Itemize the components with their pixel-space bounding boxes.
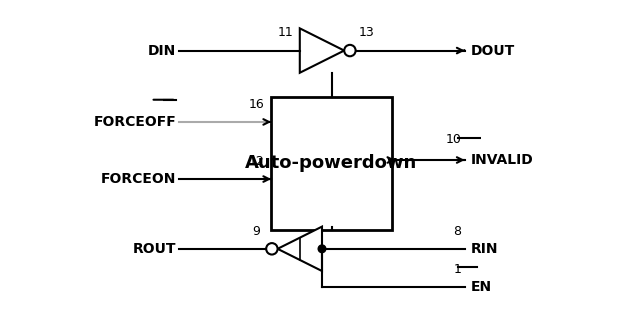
Text: Auto-powerdown: Auto-powerdown — [245, 154, 418, 172]
Text: FORCEON: FORCEON — [100, 172, 176, 186]
Polygon shape — [278, 227, 322, 271]
Text: ROUT: ROUT — [133, 242, 176, 256]
Text: 8: 8 — [453, 225, 462, 238]
Text: 11: 11 — [278, 27, 294, 39]
Text: 1: 1 — [454, 263, 462, 276]
Bar — [271, 97, 392, 230]
Text: 9: 9 — [252, 225, 260, 238]
Circle shape — [344, 45, 355, 56]
Text: 13: 13 — [359, 27, 375, 39]
Circle shape — [318, 245, 326, 252]
Text: DIN: DIN — [148, 44, 176, 58]
Text: EN: EN — [471, 280, 492, 294]
Text: 16: 16 — [249, 98, 265, 111]
Text: 12: 12 — [249, 155, 265, 168]
Polygon shape — [300, 28, 344, 73]
Text: INVALID: INVALID — [471, 153, 534, 167]
Text: 10: 10 — [446, 133, 462, 146]
Text: FORCEOFF: FORCEOFF — [93, 115, 176, 129]
Circle shape — [266, 243, 278, 254]
Text: DOUT: DOUT — [471, 44, 515, 58]
Text: RIN: RIN — [471, 242, 498, 256]
